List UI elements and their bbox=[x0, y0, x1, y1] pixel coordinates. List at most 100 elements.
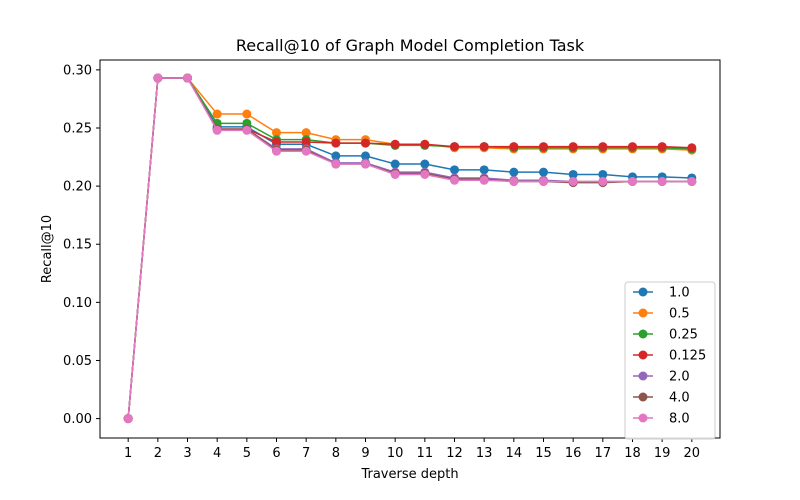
legend-label: 1.0 bbox=[669, 286, 690, 301]
y-tick-label: 0.15 bbox=[63, 238, 92, 253]
legend-label: 0.25 bbox=[669, 328, 698, 343]
data-point bbox=[568, 169, 578, 179]
x-tick-label: 2 bbox=[154, 446, 162, 461]
data-point bbox=[272, 146, 282, 156]
data-point bbox=[301, 128, 311, 138]
legend-label: 0.5 bbox=[669, 307, 690, 322]
series-line bbox=[127, 77, 692, 419]
data-point bbox=[123, 414, 133, 424]
x-tick-label: 10 bbox=[387, 446, 404, 461]
data-point bbox=[509, 167, 519, 177]
data-point bbox=[598, 142, 608, 152]
data-point bbox=[538, 142, 548, 152]
x-tick-label: 15 bbox=[535, 446, 552, 461]
data-point bbox=[212, 125, 222, 135]
data-point bbox=[657, 142, 667, 152]
data-point bbox=[212, 109, 222, 119]
legend-swatch-marker bbox=[638, 392, 648, 402]
y-tick-label: 0.30 bbox=[63, 63, 92, 78]
data-point bbox=[627, 176, 637, 186]
x-axis-label: Traverse depth bbox=[360, 467, 458, 482]
data-point bbox=[449, 175, 459, 185]
data-point bbox=[331, 151, 341, 161]
y-tick-label: 0.10 bbox=[63, 296, 92, 311]
legend: 1.0 0.5 0.25 0.125 2.0 4.0 8.0 bbox=[624, 281, 716, 440]
data-point bbox=[361, 151, 371, 161]
legend-swatch-marker bbox=[638, 350, 648, 360]
series-0.25 bbox=[123, 73, 697, 424]
data-point bbox=[361, 159, 371, 169]
data-point bbox=[509, 142, 519, 152]
y-tick-label: 0.00 bbox=[63, 412, 92, 427]
series-0.5 bbox=[123, 73, 697, 424]
data-point bbox=[361, 138, 371, 148]
legend-label: 8.0 bbox=[669, 412, 690, 427]
y-tick-label: 0.25 bbox=[63, 121, 92, 136]
data-point bbox=[183, 73, 193, 83]
data-point bbox=[242, 109, 252, 119]
y-axis-label: Recall@10 bbox=[40, 215, 55, 283]
data-point bbox=[479, 165, 489, 175]
x-tick-label: 12 bbox=[446, 446, 463, 461]
x-tick-label: 16 bbox=[565, 446, 582, 461]
x-tick-label: 17 bbox=[595, 446, 612, 461]
data-point bbox=[331, 159, 341, 169]
series-0.125 bbox=[123, 73, 697, 424]
series-2.0 bbox=[123, 73, 697, 424]
plot-frame bbox=[99, 59, 721, 439]
legend-item: 2.0 bbox=[633, 370, 690, 385]
x-tick-label: 5 bbox=[243, 446, 251, 461]
x-tick-label: 3 bbox=[183, 446, 191, 461]
legend-item: 8.0 bbox=[633, 412, 690, 427]
x-tick-label: 19 bbox=[654, 446, 671, 461]
data-point bbox=[449, 142, 459, 152]
legend-label: 2.0 bbox=[669, 370, 690, 385]
legend-swatch-marker bbox=[638, 413, 648, 423]
legend-item: 1.0 bbox=[633, 286, 690, 301]
plot-area bbox=[123, 73, 697, 424]
data-point bbox=[568, 142, 578, 152]
legend-item: 4.0 bbox=[633, 391, 690, 406]
data-point bbox=[479, 142, 489, 152]
x-tick-label: 1 bbox=[124, 446, 132, 461]
data-point bbox=[627, 142, 637, 152]
data-point bbox=[272, 128, 282, 138]
legend-item: 0.25 bbox=[633, 328, 698, 343]
legend-box bbox=[624, 281, 716, 440]
data-point bbox=[390, 159, 400, 169]
y-tick-label: 0.20 bbox=[63, 180, 92, 195]
data-point bbox=[687, 176, 697, 186]
data-point bbox=[420, 159, 430, 169]
data-point bbox=[420, 139, 430, 149]
data-point bbox=[568, 176, 578, 186]
y-tick-label: 0.05 bbox=[63, 354, 92, 369]
data-point bbox=[657, 176, 667, 186]
chart-title: Recall@10 of Graph Model Completion Task bbox=[236, 36, 585, 55]
series-line bbox=[127, 77, 692, 419]
legend-item: 0.125 bbox=[633, 349, 706, 364]
data-point bbox=[598, 176, 608, 186]
data-point bbox=[479, 175, 489, 185]
legend-swatch-marker bbox=[638, 308, 648, 318]
data-point bbox=[272, 137, 282, 147]
legend-swatch-marker bbox=[638, 371, 648, 381]
x-tick-label: 9 bbox=[361, 446, 369, 461]
data-point bbox=[449, 165, 459, 175]
data-point bbox=[687, 143, 697, 153]
data-point bbox=[598, 169, 608, 179]
x-tick-label: 8 bbox=[332, 446, 340, 461]
legend-item: 0.5 bbox=[633, 307, 690, 322]
x-tick-label: 11 bbox=[417, 446, 434, 461]
x-tick-label: 4 bbox=[213, 446, 221, 461]
legend-swatch-marker bbox=[638, 329, 648, 339]
series-8.0 bbox=[123, 73, 697, 424]
y-axis: 0.00 0.05 0.10 0.15 0.20 0.25 0.30 bbox=[63, 63, 100, 427]
data-point bbox=[301, 137, 311, 147]
legend-label: 0.125 bbox=[669, 349, 706, 364]
series-line bbox=[127, 77, 692, 419]
legend-label: 4.0 bbox=[669, 391, 690, 406]
data-point bbox=[420, 169, 430, 179]
x-axis: 1 2 3 4 5 6 7 8 9 10 11 12 13 14 15 16 17 18 19 20 bbox=[124, 438, 700, 461]
data-point bbox=[538, 176, 548, 186]
